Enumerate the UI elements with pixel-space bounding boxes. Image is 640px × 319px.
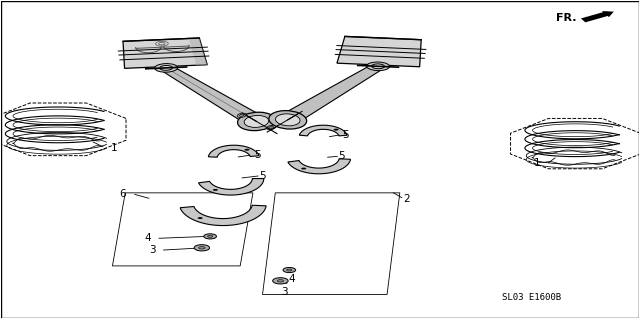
Text: 5: 5 <box>259 171 266 181</box>
Ellipse shape <box>198 247 205 249</box>
Text: 5: 5 <box>342 130 349 140</box>
Polygon shape <box>189 38 207 65</box>
Ellipse shape <box>237 112 275 130</box>
Ellipse shape <box>266 125 276 130</box>
Ellipse shape <box>204 234 216 239</box>
Ellipse shape <box>367 62 390 70</box>
Polygon shape <box>161 66 265 125</box>
Ellipse shape <box>244 149 250 151</box>
Ellipse shape <box>198 217 203 219</box>
Ellipse shape <box>269 111 307 129</box>
Text: 4: 4 <box>145 233 152 243</box>
Ellipse shape <box>194 245 209 251</box>
Ellipse shape <box>207 235 212 237</box>
Text: 4: 4 <box>289 274 295 285</box>
Ellipse shape <box>287 269 292 271</box>
Ellipse shape <box>301 167 307 169</box>
Text: 2: 2 <box>403 194 410 204</box>
Ellipse shape <box>212 189 218 191</box>
Polygon shape <box>180 205 266 226</box>
Ellipse shape <box>277 280 284 282</box>
Ellipse shape <box>237 113 246 117</box>
Text: 3: 3 <box>149 245 156 255</box>
Polygon shape <box>209 145 259 157</box>
Ellipse shape <box>160 65 173 70</box>
Polygon shape <box>300 125 347 136</box>
Ellipse shape <box>155 63 178 72</box>
Polygon shape <box>337 36 421 67</box>
Ellipse shape <box>275 114 300 126</box>
Ellipse shape <box>283 267 296 273</box>
Polygon shape <box>198 179 264 195</box>
FancyArrow shape <box>581 11 614 22</box>
Text: 3: 3 <box>281 286 287 297</box>
Polygon shape <box>288 159 351 174</box>
Text: 1: 1 <box>534 158 540 168</box>
Ellipse shape <box>269 126 273 129</box>
Ellipse shape <box>333 129 339 130</box>
Polygon shape <box>123 38 207 68</box>
Polygon shape <box>279 64 383 123</box>
Ellipse shape <box>239 114 244 116</box>
Text: 5: 5 <box>254 150 261 160</box>
Ellipse shape <box>273 278 288 284</box>
Ellipse shape <box>244 115 269 127</box>
Text: FR.: FR. <box>556 13 577 23</box>
Text: 6: 6 <box>119 189 126 199</box>
Ellipse shape <box>372 64 385 69</box>
Text: SL03 E1600B: SL03 E1600B <box>502 293 561 302</box>
Text: 5: 5 <box>339 151 345 161</box>
Text: 1: 1 <box>111 143 118 153</box>
